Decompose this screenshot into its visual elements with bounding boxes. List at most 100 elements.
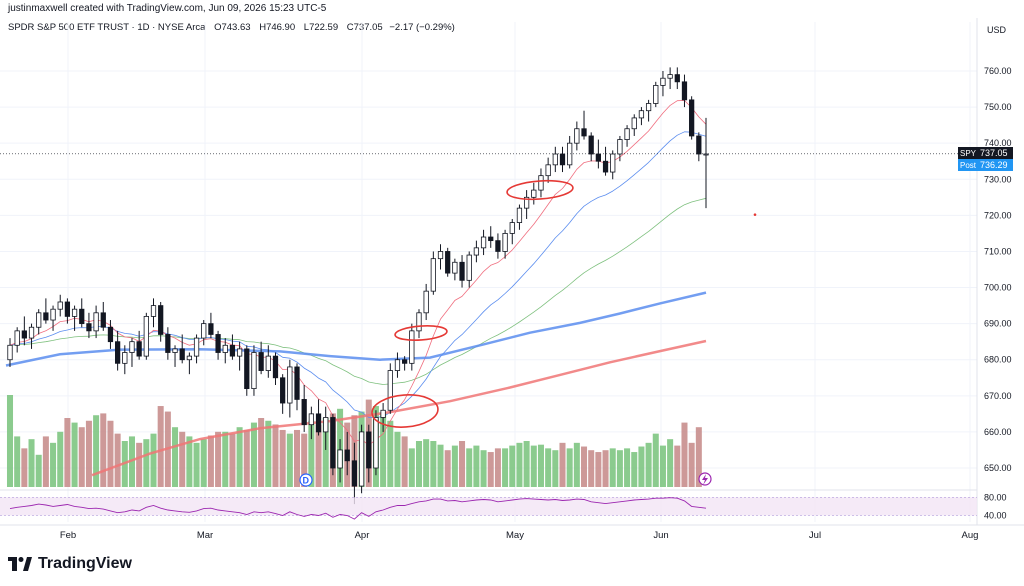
volume-bar bbox=[695, 427, 702, 487]
candle bbox=[430, 251, 436, 295]
time-tick-label: May bbox=[506, 530, 524, 541]
candle-body bbox=[674, 74, 680, 83]
candle bbox=[645, 99, 652, 122]
candle bbox=[552, 146, 558, 173]
candle-body bbox=[409, 330, 415, 364]
candle-body bbox=[43, 312, 49, 321]
ema-slow-line bbox=[9, 197, 707, 385]
candle bbox=[502, 229, 508, 259]
post-price-badge-value: 736.29 bbox=[980, 160, 1008, 170]
candle-body bbox=[315, 413, 322, 433]
price-tick-label: 690.00 bbox=[984, 319, 1012, 329]
candle-body bbox=[473, 247, 480, 256]
volume-bar bbox=[459, 441, 466, 487]
candle bbox=[696, 132, 702, 162]
volume-bar bbox=[480, 450, 487, 487]
candle bbox=[50, 305, 56, 331]
candle bbox=[495, 233, 501, 259]
candle bbox=[143, 312, 149, 360]
candle bbox=[689, 96, 695, 140]
candle bbox=[229, 334, 236, 360]
volume-bar bbox=[243, 429, 250, 487]
volume-bar bbox=[509, 445, 516, 487]
candle bbox=[667, 67, 673, 90]
tradingview-logo-icon bbox=[8, 557, 32, 571]
candle-body bbox=[703, 153, 709, 156]
candle-body bbox=[595, 153, 601, 162]
candle-body bbox=[502, 233, 508, 252]
volume-bar bbox=[451, 445, 458, 487]
volume-bar bbox=[279, 429, 286, 487]
symbol-price-badge: SPY 737.05 bbox=[958, 147, 1013, 159]
open-value: 743.63 bbox=[221, 22, 251, 33]
volume-bar bbox=[380, 413, 387, 487]
volume-bar bbox=[28, 439, 35, 487]
candle bbox=[21, 316, 27, 346]
time-tick-label: Mar bbox=[197, 530, 213, 541]
volume-bar bbox=[301, 433, 308, 487]
symbol-price-badge-value: 737.05 bbox=[980, 148, 1008, 158]
volume-bar bbox=[444, 450, 451, 487]
candle-body bbox=[653, 85, 659, 104]
volume-bar bbox=[430, 441, 437, 487]
candle bbox=[28, 323, 35, 349]
volume-bar bbox=[659, 445, 666, 487]
candle bbox=[71, 305, 78, 331]
annotation-ellipse bbox=[506, 179, 574, 201]
time-tick-label: Apr bbox=[355, 530, 370, 541]
volume-bar bbox=[537, 444, 544, 487]
candle-body bbox=[86, 323, 92, 332]
candle-body bbox=[373, 417, 379, 469]
candle bbox=[100, 301, 106, 331]
candle bbox=[315, 399, 322, 436]
tradingview-brand[interactable]: TradingView bbox=[8, 555, 132, 573]
candle bbox=[107, 320, 114, 349]
candle bbox=[43, 298, 49, 324]
candle-body bbox=[136, 341, 142, 357]
volume-bar bbox=[602, 450, 609, 487]
candle-body bbox=[122, 352, 128, 364]
price-tick-label: 680.00 bbox=[984, 355, 1012, 365]
candle-body bbox=[437, 251, 444, 260]
candle bbox=[344, 431, 350, 476]
candle bbox=[523, 190, 530, 219]
candle bbox=[631, 114, 637, 136]
candle-body bbox=[689, 99, 695, 137]
volume-bar bbox=[437, 444, 444, 487]
volume-bar bbox=[387, 420, 394, 487]
candle-body bbox=[193, 337, 200, 357]
candle-body bbox=[552, 153, 558, 166]
ema-mid-line bbox=[9, 131, 707, 418]
candle-body bbox=[107, 326, 114, 343]
candle-body bbox=[344, 449, 350, 462]
candle bbox=[559, 146, 566, 173]
candle bbox=[193, 334, 200, 364]
event-marker bbox=[698, 472, 712, 486]
candle-body bbox=[660, 77, 666, 86]
volume-bar bbox=[193, 442, 200, 487]
candle bbox=[610, 150, 616, 180]
candle-body bbox=[71, 308, 78, 317]
candle bbox=[330, 413, 336, 476]
candle bbox=[79, 298, 85, 328]
candle-body bbox=[215, 334, 221, 353]
volume-bar bbox=[638, 446, 645, 487]
rsi-upper-label: 80.00 bbox=[984, 492, 1007, 502]
volume-bar bbox=[652, 433, 659, 487]
candle-body bbox=[64, 301, 71, 317]
candle bbox=[638, 107, 645, 126]
brand-name: TradingView bbox=[38, 555, 132, 572]
low-label: L bbox=[303, 22, 310, 33]
candle-body bbox=[14, 330, 20, 346]
rsi-band bbox=[0, 497, 977, 516]
volume-bar bbox=[631, 452, 638, 487]
price-tick-label: 670.00 bbox=[984, 391, 1012, 401]
volume-bar bbox=[35, 454, 42, 487]
candle-body bbox=[681, 81, 688, 101]
candle-body bbox=[150, 305, 157, 317]
candle bbox=[150, 298, 157, 328]
volume-bar bbox=[494, 448, 501, 487]
currency-label: USD bbox=[986, 25, 1006, 35]
candle bbox=[402, 356, 408, 371]
